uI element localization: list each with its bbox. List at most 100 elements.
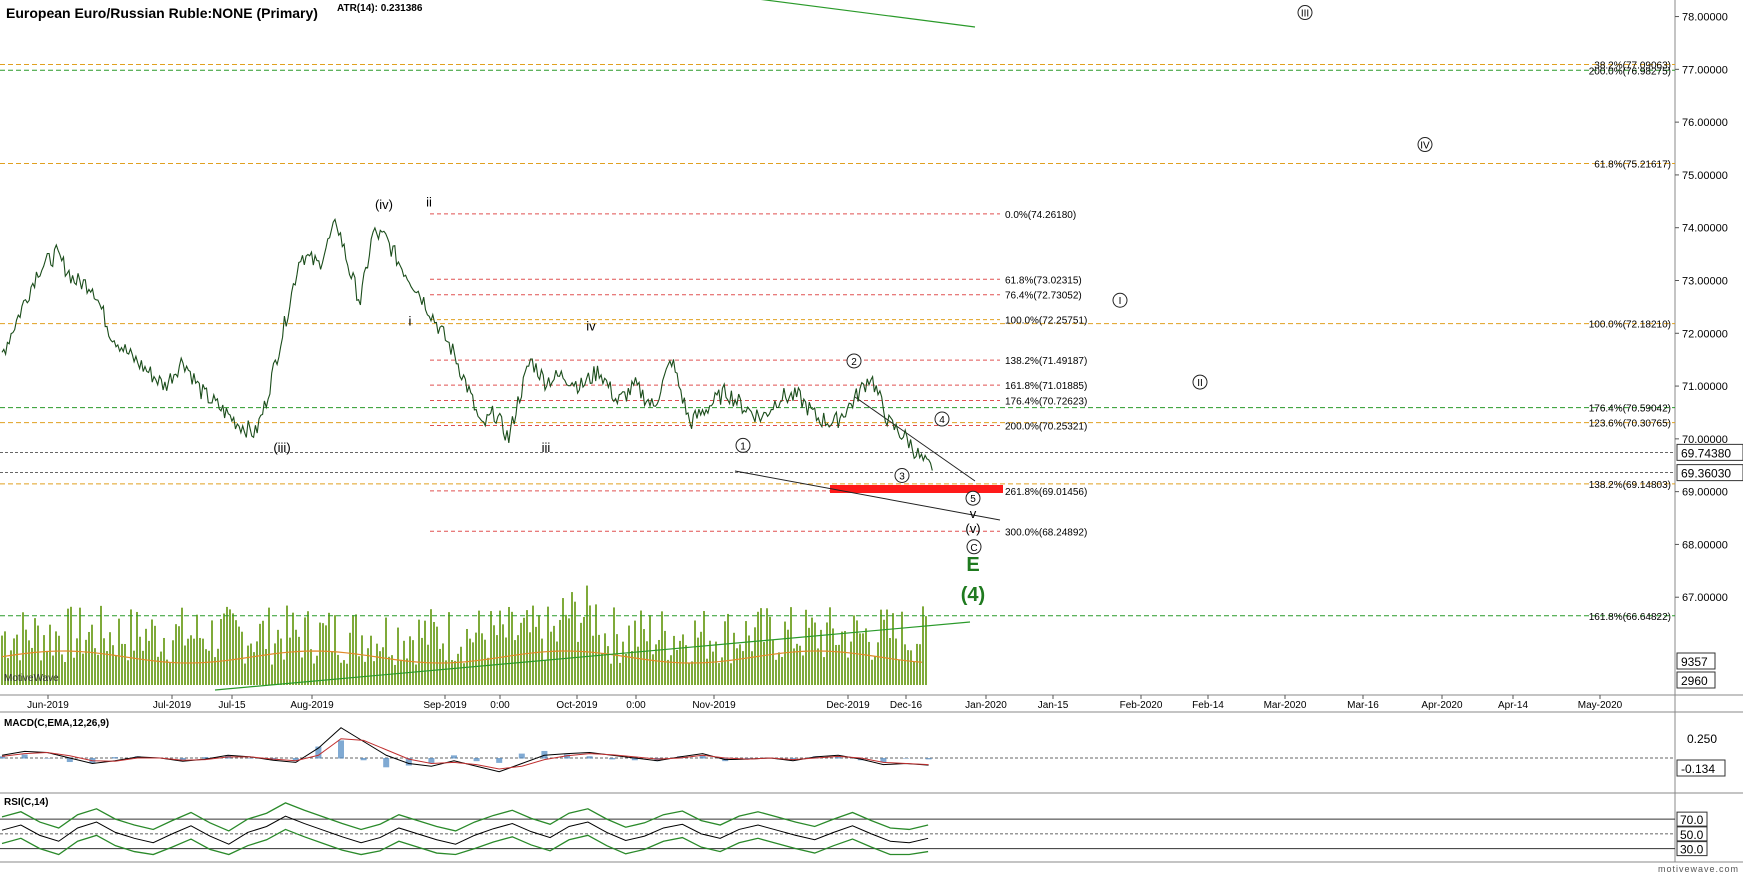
rsi-line: [1, 815, 929, 845]
macd-histogram-bar: [292, 758, 299, 762]
macd-title: MACD(C,EMA,12,26,9): [4, 718, 110, 729]
volume-label: 2960: [1681, 674, 1708, 688]
macd-histogram-bar: [631, 758, 638, 761]
wave-label-circle: [735, 437, 751, 453]
x-tick-label: Jan-2020: [965, 700, 1007, 711]
macd-histogram-bar: [338, 740, 344, 759]
wave-label-circle: [934, 411, 950, 427]
x-tick-label: Feb-2020: [1120, 700, 1163, 711]
wave-label: (iv): [375, 197, 393, 212]
macd-histogram-bar: [21, 754, 28, 759]
y-tick-label: 68.00000: [1682, 539, 1728, 551]
macd-value-box: [1676, 759, 1726, 777]
watermark: MotiveWave: [4, 673, 59, 684]
x-tick-label: Oct-2019: [556, 700, 598, 711]
x-tick-label: Aug-2019: [290, 700, 334, 711]
wave-label-circle: [894, 467, 910, 483]
fib-label-right: 176.4%(70.59042): [1589, 404, 1671, 415]
fib-label-left: 61.8%(73.02315): [1005, 275, 1082, 286]
y-tick-label: 75.00000: [1682, 170, 1728, 182]
wave-label: E: [966, 554, 979, 576]
macd-histogram-bar: [383, 758, 390, 768]
fib-label-left: 100.0%(72.25751): [1005, 316, 1087, 327]
fib-label-right: 200.0%(76.98275): [1589, 66, 1671, 77]
macd-histogram-bar: [496, 758, 503, 763]
volume-ma-line: [1, 650, 923, 664]
y-tick-label: 78.00000: [1682, 12, 1728, 24]
y-tick-label: 67.00000: [1682, 592, 1728, 604]
macd-histogram-bar: [699, 755, 706, 759]
rsi-level-box: [1676, 811, 1708, 827]
wave-label: iii: [542, 440, 551, 455]
macd-histogram-bar: [790, 758, 796, 761]
rsi-level-label: 50.0: [1680, 828, 1704, 842]
fib-label-right: 38.2%(77.09063): [1594, 61, 1671, 72]
wave-label-circle: [1297, 5, 1313, 21]
wave-label-circle: [966, 539, 982, 555]
rsi-title: RSI(C,14): [4, 797, 49, 808]
wave-label: 1: [740, 441, 746, 452]
macd-histogram-bar: [541, 750, 548, 759]
y-tick-label: 73.00000: [1682, 275, 1728, 287]
macd-histogram-bar: [44, 758, 51, 759]
y-tick-label: 69.00000: [1682, 487, 1728, 499]
macd-histogram-bar: [247, 758, 254, 759]
macd-histogram-bar: [405, 758, 412, 766]
rsi-level-box: [1676, 841, 1708, 857]
wave-label-circle: [1417, 137, 1433, 153]
wave-label: ii: [426, 195, 432, 210]
volume-label-box: [1676, 671, 1716, 689]
x-tick-label: 0:00: [626, 700, 646, 711]
macd-histogram-bar: [518, 753, 525, 759]
rsi-level-label: 30.0: [1680, 843, 1704, 857]
wedge-upper-line: [854, 396, 976, 482]
fib-label-left: 261.8%(69.01456): [1005, 487, 1087, 498]
fib-label-left: 138.2%(71.49187): [1005, 356, 1087, 367]
wave-label-circle: [846, 353, 862, 369]
macd-histogram-bar: [315, 746, 322, 759]
target-zone-highlight: [830, 485, 1003, 493]
macd-histogram-bar: [609, 758, 616, 760]
x-tick-label: Jan-15: [1038, 700, 1069, 711]
x-tick-label: Apr-2020: [1421, 700, 1463, 711]
macd-histogram-bar: [903, 758, 909, 759]
wedge-lower-line: [734, 470, 1001, 521]
x-tick-label: 0:00: [490, 700, 510, 711]
y-tick-label: 72.00000: [1682, 328, 1728, 340]
macd-histogram-bar: [112, 757, 118, 759]
macd-signal-line: [1, 738, 929, 770]
x-tick-label: May-2020: [1578, 700, 1623, 711]
wave-label: IV: [1420, 141, 1430, 152]
price-label: 69.74380: [1681, 446, 1731, 460]
macd-histogram-bar: [451, 755, 457, 759]
fib-label-right: 61.8%(75.21617): [1594, 160, 1671, 171]
wave-label: II: [1197, 378, 1203, 389]
wave-label: 3: [899, 471, 905, 482]
macd-histogram-bar: [179, 758, 186, 761]
macd-line: [1, 727, 929, 773]
fib-label-left: 0.0%(74.26180): [1005, 210, 1076, 221]
rsi-level-label: 70.0: [1680, 813, 1704, 827]
y-tick-label: 74.00000: [1682, 223, 1728, 235]
wave-label-circle: [965, 490, 981, 506]
x-tick-label: Jul-15: [218, 700, 246, 711]
wave-label: C: [970, 543, 977, 554]
macd-histogram-bar: [428, 758, 435, 763]
y-tick-label: 77.00000: [1682, 64, 1728, 76]
macd-axis-label: 0.250: [1687, 732, 1717, 746]
macd-histogram-bar: [66, 758, 73, 763]
macd-histogram-bar: [360, 758, 367, 761]
wave-label: (4): [961, 584, 985, 606]
wave-label: i: [409, 313, 412, 328]
y-tick-label: 70.00000: [1682, 434, 1728, 446]
fib-label-right: 123.6%(70.30765): [1589, 419, 1671, 430]
trend-line-lower: [214, 621, 971, 691]
wave-label: III: [1301, 9, 1309, 20]
fib-label-left: 76.4%(72.73052): [1005, 291, 1082, 302]
price-label: 69.36030: [1681, 467, 1731, 481]
wave-label: v: [970, 506, 977, 521]
y-tick-label: 76.00000: [1682, 117, 1728, 129]
x-tick-label: Sep-2019: [423, 700, 467, 711]
